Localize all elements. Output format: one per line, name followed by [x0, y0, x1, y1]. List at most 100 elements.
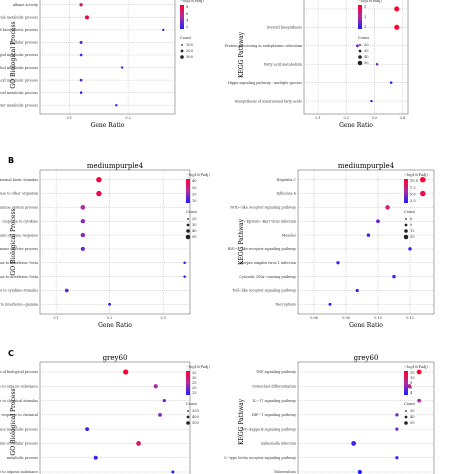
data-point: [395, 413, 399, 417]
color-bar: [404, 371, 408, 395]
data-point: [64, 288, 69, 293]
color-bar: [358, 5, 362, 29]
data-point: [115, 104, 118, 107]
y-tick-label: response to cytokine: [2, 219, 38, 223]
x-axis-title: Gene Ratio: [98, 322, 132, 329]
y-axis-title: GO Biological Process: [10, 208, 17, 275]
x-tick-label: 0.3: [372, 116, 377, 120]
legend-size-title: Count: [358, 36, 370, 40]
size-tick-label: 40: [410, 415, 415, 419]
panel-letter: C: [8, 349, 14, 358]
size-legend-dot: [186, 223, 190, 227]
y-tick-label: Cytosolic DNA−sensing pathway: [239, 275, 296, 279]
legend-size-title: Count: [186, 402, 198, 406]
data-point: [407, 384, 412, 389]
data-point: [136, 441, 141, 446]
data-point: [85, 427, 90, 432]
size-tick-label: 20: [192, 217, 197, 221]
color-tick-label: 2: [186, 25, 188, 29]
plot-frame: [303, 0, 409, 115]
color-tick-label: 25: [192, 381, 197, 385]
data-point: [355, 288, 359, 293]
data-point: [80, 205, 86, 210]
color-tick-label: 7.5: [410, 186, 416, 190]
y-tick-label: metabolic process: [7, 456, 38, 460]
y-tick-label: response to interferon−gamma: [0, 303, 38, 307]
x-tick-label: 0.4: [400, 116, 405, 120]
x-tick-label: 0.3: [161, 316, 166, 320]
color-tick-label: 30: [192, 186, 197, 190]
data-point: [80, 219, 86, 224]
y-tick-label: NF−kappa B signaling pathway: [241, 427, 296, 431]
data-point: [80, 246, 85, 251]
data-point: [108, 302, 112, 306]
size-tick-label: 50: [364, 61, 369, 65]
plot-frame: [297, 361, 435, 474]
y-tick-label: Epstein−Barr virus infection: [247, 219, 297, 223]
y-tick-label: response to interferon−beta: [0, 275, 38, 279]
y-tick-label: Protein processing in endoplasmic reticu…: [225, 44, 303, 48]
y-axis-title: GO Biological Process: [10, 21, 17, 88]
data-point: [417, 398, 422, 403]
plot-frame: [39, 361, 191, 474]
y-tick-label: Herpes simplex virus 1 infection: [240, 261, 297, 265]
plot-frame: [39, 169, 191, 315]
y-tick-label: small molecule metabolic process: [0, 16, 38, 20]
size-tick-label: 50: [192, 235, 197, 239]
size-legend-dot: [186, 421, 190, 425]
y-tick-label: Biosynthesis of unsaturated fatty acids: [235, 99, 302, 103]
size-tick-label: 30: [410, 409, 415, 413]
data-point: [93, 455, 98, 460]
color-tick-label: 3: [364, 5, 367, 9]
x-tick-label: 0.08: [342, 316, 350, 320]
data-point: [183, 275, 186, 278]
color-tick-label: 10.0: [410, 179, 419, 183]
x-axis-title: Gene Ratio: [339, 122, 373, 129]
data-point: [171, 470, 175, 474]
legend-color-title: −log10(Padj): [186, 365, 210, 369]
color-tick-label: 10: [192, 199, 197, 203]
panel-title: grey60: [354, 354, 379, 362]
y-tick-label: cellular response to organic substance: [0, 470, 38, 474]
data-point: [408, 247, 412, 251]
y-tick-label: Fatty acid metabolism: [264, 62, 303, 66]
plot-frame: [297, 169, 435, 315]
size-legend-dot: [404, 421, 408, 425]
data-point: [416, 369, 422, 375]
x-axis-title: Gene Ratio: [349, 322, 383, 329]
data-point: [355, 44, 359, 48]
y-tick-label: NOD−like receptor signaling pathway: [230, 206, 296, 210]
y-tick-label: cellular response to cytokine stimulus: [0, 289, 38, 293]
plot-frame: [39, 0, 176, 115]
data-point: [392, 274, 396, 279]
data-point: [375, 62, 379, 66]
legend-color-title: −log10(Padj): [404, 173, 428, 177]
size-legend-dot: [405, 218, 407, 220]
y-tick-label: organic substance metabolic process: [0, 427, 38, 431]
y-tick-label: response to chemical: [2, 413, 38, 417]
panel-a2: Steroid biosynthesis Protein processing i…: [225, 0, 409, 129]
size-legend-dot: [404, 223, 408, 227]
size-legend-dot: [405, 410, 407, 412]
y-tick-label: Hippo signaling pathway - multiple speci…: [228, 81, 302, 85]
y-axis-title: KEGG Pathway: [238, 218, 245, 265]
panel-title: grey60: [103, 354, 128, 362]
size-legend-dot: [404, 415, 408, 419]
panel-a: alkane activity small molecule metabolic …: [0, 0, 204, 129]
data-point: [158, 412, 162, 417]
color-bar: [404, 179, 408, 203]
data-point: [420, 176, 426, 183]
x-tick-label: 0.1: [315, 116, 320, 120]
data-point: [79, 3, 83, 7]
size-legend-dot: [186, 229, 190, 233]
size-legend-dot: [359, 44, 361, 46]
size-legend-dot: [403, 234, 409, 240]
y-tick-label: immune effector process: [0, 247, 38, 251]
color-tick-label: 35: [192, 371, 197, 375]
color-tick-label: 4: [410, 391, 413, 395]
panel-title: mediumpurple4: [338, 162, 395, 170]
size-legend-dot: [358, 55, 362, 59]
